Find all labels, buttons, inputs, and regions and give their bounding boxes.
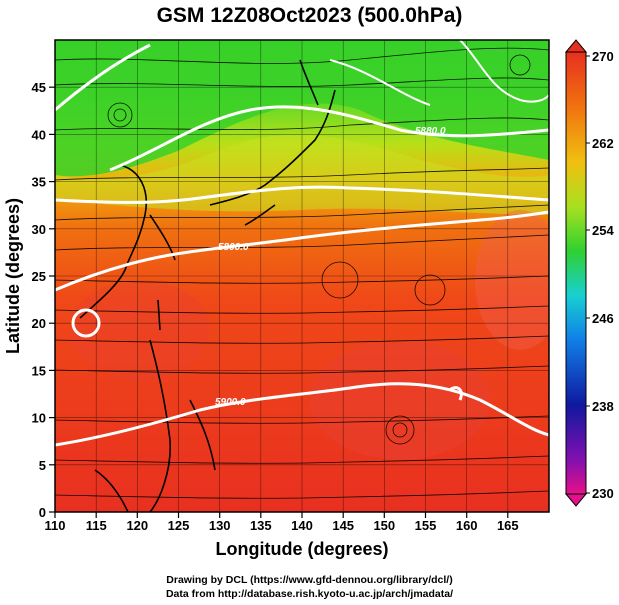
- y-tick-label: 35: [32, 175, 46, 190]
- streamlines: [55, 47, 549, 499]
- colorbar: 270 262 254 246 238 230: [564, 39, 614, 507]
- contour-label-south: 5900.0: [215, 397, 246, 408]
- x-tick-label: 165: [497, 518, 519, 533]
- y-tick-label: 5: [39, 458, 46, 473]
- y-tick-label: 10: [32, 411, 46, 426]
- credit-data-source: Data from http://database.rish.kyoto-u.a…: [165, 588, 454, 600]
- contour-label-north: 5880.0: [415, 126, 446, 137]
- graticule: [55, 40, 549, 512]
- contour-label-mid: 5800.0: [218, 242, 249, 253]
- y-axis: 0 5 10 15 20 25 30 35 40 45 Latitude (de…: [3, 80, 55, 520]
- y-tick-label: 0: [39, 505, 46, 520]
- contour-mid: [55, 185, 549, 204]
- x-tick-label: 110: [45, 518, 66, 533]
- credit-drawing: Drawing by DCL (https://www.gfd-dennou.o…: [166, 574, 453, 586]
- contour-north-east: [329, 40, 549, 106]
- contour-5800: [55, 210, 549, 292]
- y-tick-label: 20: [32, 316, 46, 331]
- coastlines: [79, 59, 336, 512]
- x-axis: 110 115 120 125 130 135 140 145 150 155 …: [45, 512, 519, 559]
- x-tick-label: 125: [168, 518, 190, 533]
- colorbar-label: 238: [592, 399, 614, 414]
- x-tick-label: 135: [250, 518, 272, 533]
- x-tick-label: 150: [373, 518, 395, 533]
- x-tick-label: 155: [415, 518, 437, 533]
- colorbar-label: 254: [592, 223, 614, 238]
- contour-north: [55, 43, 549, 172]
- temperature-field: 5880.0 5800.0 5900.0: [55, 40, 549, 512]
- colorbar-bottom-arrow: [564, 493, 588, 507]
- colorbar-label: 270: [592, 49, 614, 64]
- y-tick-label: 25: [32, 269, 46, 284]
- x-axis-label: Longitude (degrees): [215, 539, 388, 559]
- colorbar-label: 230: [592, 486, 614, 501]
- contour-5900: [55, 382, 549, 447]
- colorbar-label: 246: [592, 311, 614, 326]
- x-tick-label: 145: [332, 518, 354, 533]
- y-tick-label: 45: [32, 80, 46, 95]
- colorbar-label: 262: [592, 136, 614, 151]
- y-tick-label: 40: [32, 127, 46, 142]
- colorbar-top-arrow: [564, 39, 588, 53]
- geopotential-contours: [55, 43, 549, 447]
- y-tick-label: 15: [32, 363, 46, 378]
- x-tick-label: 140: [291, 518, 313, 533]
- x-tick-label: 115: [86, 518, 107, 533]
- y-axis-label: Latitude (degrees): [3, 198, 23, 354]
- x-tick-label: 120: [126, 518, 148, 533]
- y-tick-label: 30: [32, 222, 46, 237]
- x-tick-label: 130: [209, 518, 231, 533]
- map-title: GSM 12Z08Oct2023 (500.0hPa): [156, 4, 463, 27]
- x-tick-label: 160: [456, 518, 478, 533]
